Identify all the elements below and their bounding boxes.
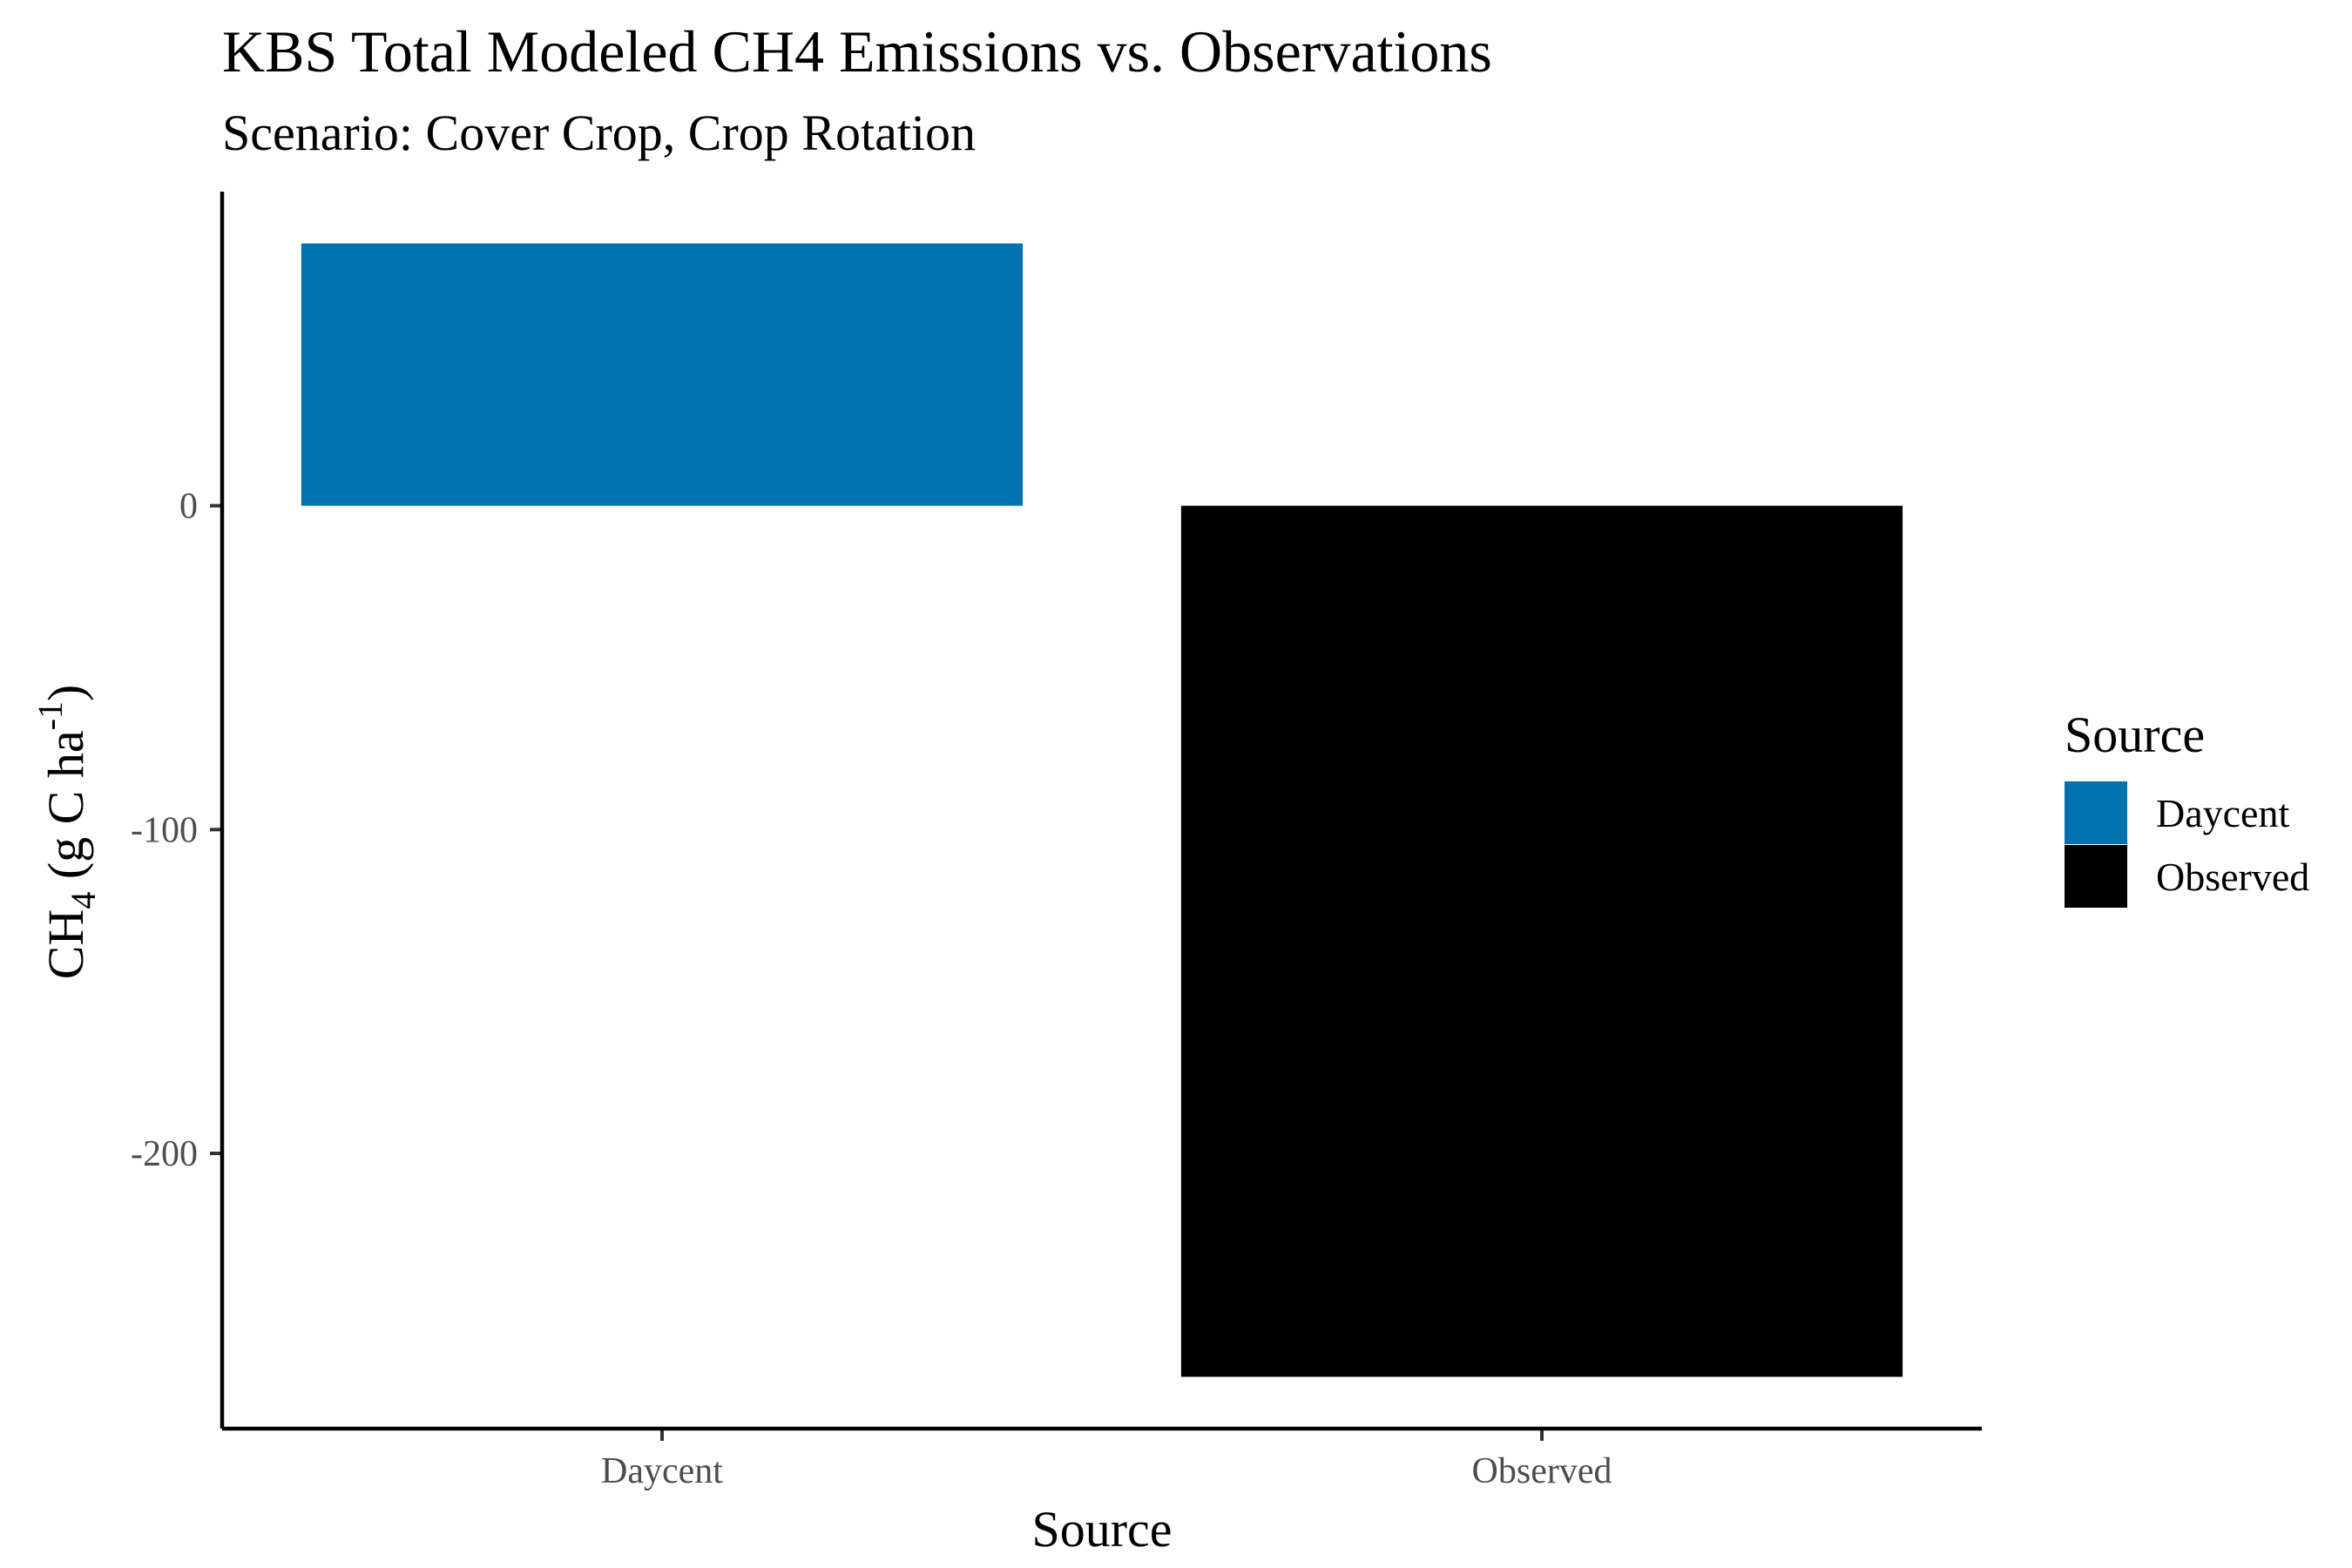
chart-title: KBS Total Modeled CH4 Emissions vs. Obse… <box>222 18 1492 84</box>
y-tick-label: 0 <box>179 487 198 527</box>
y-axis-title-subscript: 4 <box>64 892 103 909</box>
chart-subtitle: Scenario: Cover Crop, Crop Rotation <box>222 105 976 161</box>
x-axis-ticks: Daycent Observed <box>601 1429 1612 1491</box>
y-tick-label: -200 <box>131 1134 198 1174</box>
bar-observed <box>1180 505 1903 1377</box>
x-axis-title: Source <box>1031 1501 1172 1558</box>
y-axis-title-superscript: -1 <box>30 701 70 730</box>
x-tick-label: Daycent <box>601 1451 723 1491</box>
legend-entries: Daycent Observed <box>2065 781 2309 908</box>
legend-title: Source <box>2065 706 2205 763</box>
y-axis-title-main: CH <box>37 909 94 980</box>
x-tick-label: Observed <box>1472 1451 1612 1491</box>
bar-daycent <box>301 243 1024 506</box>
legend-swatch-daycent <box>2065 781 2127 844</box>
legend: Source Daycent Observed <box>2065 706 2309 908</box>
y-axis-title: CH4 (g C ha-1) <box>30 685 103 979</box>
legend-swatch-observed <box>2065 845 2127 908</box>
y-axis-ticks: 0 -100 -200 <box>131 487 222 1174</box>
y-axis-title-unit: (g C ha <box>37 730 94 891</box>
legend-label-daycent: Daycent <box>2156 791 2289 835</box>
bars-group <box>301 243 1903 1377</box>
y-axis-title-close: ) <box>37 685 94 701</box>
y-tick-label: -100 <box>131 810 198 850</box>
legend-label-observed: Observed <box>2156 855 2309 899</box>
